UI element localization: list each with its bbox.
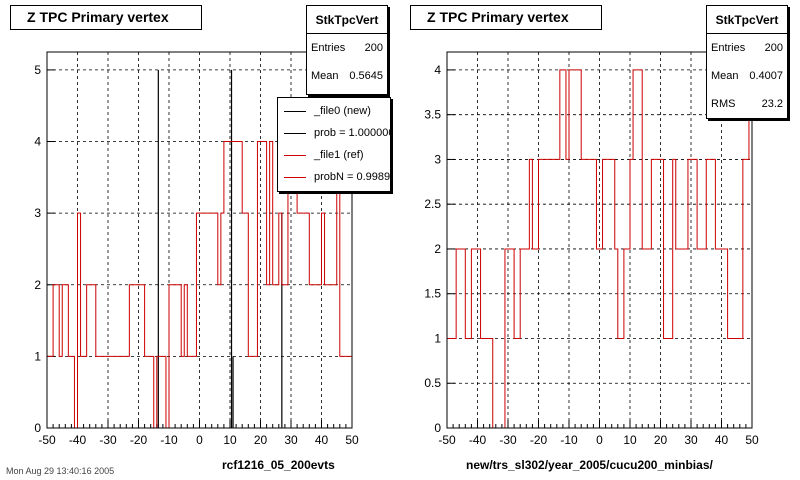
- left-y-tick-label: 4: [34, 135, 41, 149]
- left-y-tick-label: 0: [34, 421, 41, 435]
- left-y-tick-label: 1: [34, 349, 41, 363]
- legend-swatch: [284, 132, 306, 134]
- right-y-tick-label: 3: [434, 152, 441, 166]
- left-x-tick-label: -30: [99, 433, 117, 447]
- right-y-tick-label: 0.5: [424, 376, 441, 390]
- right-x-tick-label: -30: [499, 433, 517, 447]
- left-stats-entries-label: Entries: [311, 42, 346, 54]
- right-stats-entries-label: Entries: [711, 42, 746, 54]
- left-x-tick-label: 50: [345, 433, 359, 447]
- right-chart-title: Z TPC Primary vertex: [410, 5, 602, 30]
- right-x-axis-title: new/trs_sl302/year_2005/cucu200_minbias/: [466, 458, 713, 472]
- legend-entry: probN = 0.998990: [278, 166, 390, 188]
- left-x-axis-title: rcf1216_05_200evts: [222, 458, 335, 472]
- footer-timestamp: Mon Aug 29 13:40:16 2005: [6, 466, 115, 476]
- right-x-tick-label: 50: [745, 433, 759, 447]
- legend-swatch: [284, 154, 306, 156]
- right-x-tick-label: -20: [530, 433, 548, 447]
- left-x-tick-label: 20: [254, 433, 268, 447]
- right-stats-name: StkTpcVert: [707, 6, 787, 34]
- right-stats-mean: 0.4007: [749, 70, 783, 82]
- left-stats-mean: 0.5645: [349, 70, 383, 82]
- right-y-tick-label: 0: [434, 421, 441, 435]
- legend-entry: _file1 (ref): [278, 144, 390, 166]
- left-legend: _file0 (new) prob = 1.000000 _file1 (ref…: [277, 97, 391, 192]
- right-x-tick-label: -50: [438, 433, 456, 447]
- right-stats-rms: 23.2: [761, 98, 783, 110]
- right-y-tick-label: 1: [434, 331, 441, 345]
- left-y-tick-label: 3: [34, 206, 41, 220]
- left-x-tick-label: 0: [196, 433, 203, 447]
- right-x-tick-label: 0: [596, 433, 603, 447]
- legend-swatch: [284, 176, 306, 178]
- left-x-tick-label: -50: [38, 433, 56, 447]
- left-y-tick-label: 2: [34, 278, 41, 292]
- right-stats-box: StkTpcVert Entries 200 Mean 0.4007 RMS 23.2: [706, 5, 788, 119]
- left-chart-title: Z TPC Primary vertex: [10, 5, 202, 30]
- legend-entry: _file0 (new): [278, 100, 390, 122]
- left-x-tick-label: -40: [69, 433, 87, 447]
- left-x-tick-label: -20: [130, 433, 148, 447]
- left-x-tick-label: -10: [160, 433, 178, 447]
- right-x-tick-label: 10: [623, 433, 637, 447]
- right-x-tick-label: 30: [684, 433, 698, 447]
- left-plot-frame: [46, 51, 353, 429]
- legend-label: _file0 (new): [314, 105, 371, 117]
- right-stats-entries: 200: [764, 42, 783, 54]
- legend-swatch: [284, 110, 306, 112]
- left-stats-box: StkTpcVert Entries 200 Mean 0.5645: [306, 5, 388, 95]
- legend-entry: prob = 1.000000: [278, 122, 390, 144]
- legend-label: prob = 1.000000: [314, 127, 391, 139]
- legend-label: _file1 (ref): [314, 149, 364, 161]
- right-x-tick-label: 20: [654, 433, 668, 447]
- left-y-tick-label: 5: [34, 63, 41, 77]
- right-y-tick-label: 1.5: [424, 287, 441, 301]
- right-stats-rms-label: RMS: [711, 98, 736, 110]
- right-series-0-histogram: [446, 69, 753, 429]
- right-stats-mean-label: Mean: [711, 70, 739, 82]
- left-stats-entries: 200: [364, 42, 383, 54]
- left-x-tick-label: 40: [315, 433, 329, 447]
- right-y-tick-label: 2: [434, 242, 441, 256]
- right-y-tick-label: 3.5: [424, 108, 441, 122]
- right-plot-frame: [446, 51, 753, 429]
- right-y-tick-label: 2.5: [424, 197, 441, 211]
- left-stats-mean-label: Mean: [311, 70, 339, 82]
- right-x-tick-label: 40: [715, 433, 729, 447]
- right-x-tick-label: -40: [469, 433, 487, 447]
- left-series-1-histogram: [46, 141, 353, 429]
- left-x-tick-label: 30: [284, 433, 298, 447]
- right-x-tick-label: -10: [560, 433, 578, 447]
- legend-label: probN = 0.998990: [314, 171, 391, 183]
- left-stats-name: StkTpcVert: [307, 6, 387, 34]
- left-x-tick-label: 10: [223, 433, 237, 447]
- right-y-tick-label: 4: [434, 63, 441, 77]
